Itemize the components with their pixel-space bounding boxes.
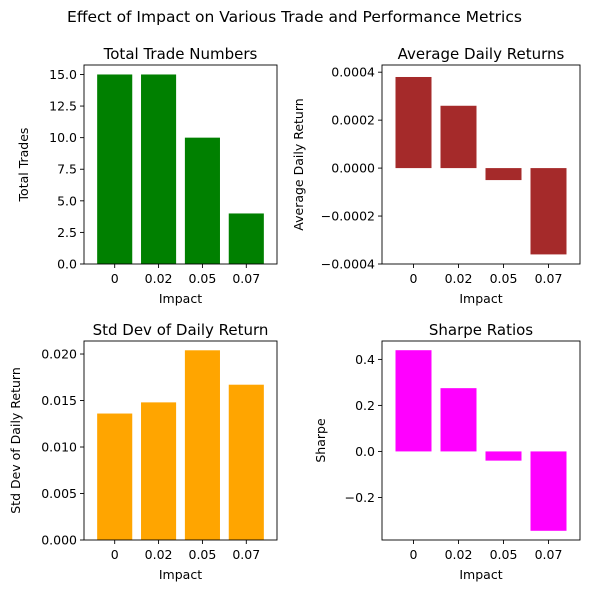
y-axis-label: Sharpe: [313, 418, 328, 463]
y-axis-label: Average Daily Return: [291, 98, 306, 230]
bar-1-0.05: [184, 137, 220, 264]
x-tick-label: 0.07: [535, 271, 563, 286]
x-tick-label: 0.07: [535, 547, 563, 562]
x-axis-label: Impact: [459, 291, 502, 306]
y-tick-label: −0.2: [345, 490, 375, 505]
x-tick-label: 0.05: [189, 271, 217, 286]
bar-2-0.02: [440, 105, 477, 169]
bar-2-0.05: [485, 168, 522, 181]
y-tick-label: 7.5: [57, 162, 77, 177]
axes-frame-3: [83, 340, 278, 541]
subplot-title: Std Dev of Daily Return: [93, 321, 269, 339]
y-tick-label: 0.2: [355, 398, 375, 413]
bar-4-0.07: [530, 451, 567, 531]
bar-4-0: [395, 350, 432, 452]
y-tick-label: −0.0002: [321, 209, 375, 224]
y-tick-label: −0.0004: [321, 257, 375, 272]
y-tick-label: 0.000: [41, 533, 77, 548]
bar-2-0: [395, 76, 432, 169]
x-tick-label: 0.02: [445, 271, 473, 286]
axes-frame-4: [381, 340, 581, 541]
x-axis-label: Impact: [459, 567, 502, 582]
y-tick-label: 0.0: [57, 257, 77, 272]
y-tick-label: 10.0: [49, 130, 77, 145]
y-tick-label: 12.5: [49, 99, 77, 114]
x-tick-label: 0: [410, 547, 418, 562]
y-tick-label: 0.020: [41, 347, 77, 362]
figure-title: Effect of Impact on Various Trade and Pe…: [67, 8, 522, 26]
y-tick-label: 0.0002: [331, 113, 375, 128]
bar-3-0.02: [141, 402, 177, 540]
axes-frame-1: [83, 64, 278, 265]
y-tick-label: 0.0000: [331, 161, 375, 176]
y-tick-label: 0.4: [355, 352, 375, 367]
subplot-title: Average Daily Returns: [398, 45, 565, 63]
axes-frame-2: [381, 64, 581, 265]
y-tick-label: 0.015: [41, 393, 77, 408]
x-tick-label: 0: [410, 271, 418, 286]
x-axis-label: Impact: [159, 567, 202, 582]
subplot-title: Sharpe Ratios: [429, 321, 533, 339]
x-tick-label: 0.05: [189, 547, 217, 562]
y-tick-label: 5.0: [57, 193, 77, 208]
subplot-title: Total Trade Numbers: [103, 45, 258, 63]
bar-3-0.05: [184, 350, 220, 540]
x-tick-label: 0: [111, 271, 119, 286]
bar-3-0.07: [228, 384, 264, 540]
y-tick-label: 0.010: [41, 440, 77, 455]
x-tick-label: 0: [111, 547, 119, 562]
x-tick-label: 0.05: [490, 547, 518, 562]
y-tick-label: 0.0: [355, 444, 375, 459]
y-tick-label: 0.0004: [331, 65, 375, 80]
x-axis-label: Impact: [159, 291, 202, 306]
x-tick-label: 0.02: [445, 547, 473, 562]
bar-1-0.07: [228, 213, 264, 264]
x-tick-label: 0.07: [232, 271, 260, 286]
bar-1-0.02: [141, 74, 177, 264]
y-tick-label: 15.0: [49, 67, 77, 82]
bar-1-0: [97, 74, 133, 264]
y-axis-label: Std Dev of Daily Return: [8, 367, 23, 514]
bar-4-0.05: [485, 451, 522, 461]
bar-2-0.07: [530, 168, 567, 255]
bar-3-0: [97, 413, 133, 540]
x-tick-label: 0.02: [145, 547, 173, 562]
x-tick-label: 0.05: [490, 271, 518, 286]
y-tick-label: 0.005: [41, 486, 77, 501]
x-tick-label: 0.02: [145, 271, 173, 286]
bar-4-0.02: [440, 388, 477, 452]
x-tick-label: 0.07: [232, 547, 260, 562]
y-tick-label: 2.5: [57, 225, 77, 240]
y-axis-label: Total Trades: [16, 128, 31, 203]
